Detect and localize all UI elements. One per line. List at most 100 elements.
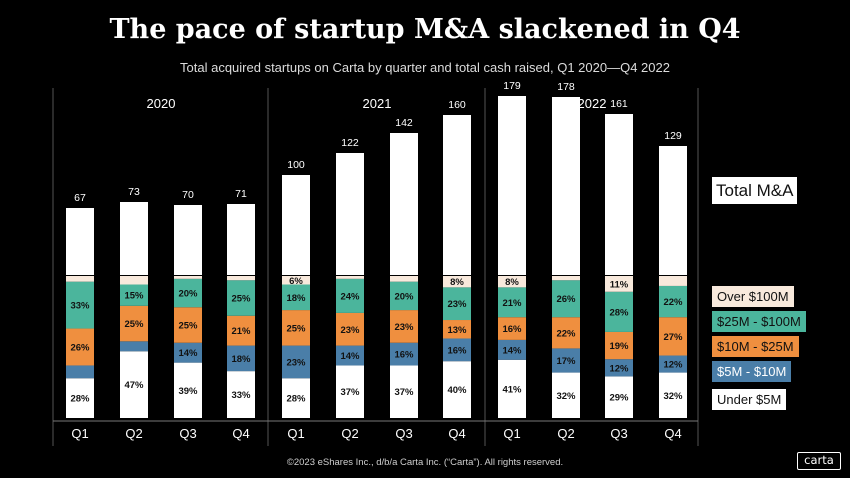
segment-percent-label: 14% [502,345,522,356]
total-value-label: 71 [235,188,247,200]
segment-percent-label: 16% [502,324,522,335]
total-bar [336,153,364,275]
segment-over-100m [227,276,255,281]
segment-percent-label: 27% [663,332,683,343]
total-value-label: 70 [182,189,194,201]
segment--10m-25m [174,307,202,343]
total-value-label: 178 [557,81,575,93]
segment--25m-100m [174,278,202,308]
segment-percent-label: 22% [556,328,576,339]
total-value-label: 142 [395,117,413,129]
segment-under-5m [390,365,418,418]
total-value-label: 100 [287,159,305,171]
category-label-q2: Q2 [557,426,574,441]
segment-under-5m [659,372,687,418]
segment--5m-10m [66,365,94,379]
segment-percent-label: 6% [289,276,303,287]
category-label-q1: Q1 [287,426,304,441]
segment-under-5m [443,361,471,418]
segment-percent-label: 26% [70,343,90,354]
segment-percent-label: 23% [394,322,414,333]
year-label-2022: 2022 [578,96,607,111]
segment--10m-25m [390,310,418,343]
segment-percent-label: 19% [609,341,629,352]
segment--10m-25m [120,305,148,342]
category-label-q2: Q2 [341,426,358,441]
segment--5m-10m [552,348,580,373]
segment-over-100m [336,276,364,279]
segment-percent-label: 25% [124,319,144,330]
segment--10m-25m [227,315,255,346]
segment-percent-label: 37% [340,387,360,398]
segment--10m-25m [66,328,94,366]
segment-over-100m [498,276,526,288]
segment-percent-label: 14% [178,348,198,359]
segment-under-5m [605,376,633,418]
legend-10m-25m: $10M - $25M [712,336,799,357]
segment--25m-100m [336,278,364,313]
segment--10m-25m [552,317,580,349]
segment-over-100m [174,276,202,279]
category-label-q4: Q4 [232,426,249,441]
segment-percent-label: 18% [231,354,251,365]
segment-percent-label: 18% [286,293,306,304]
segment--25m-100m [552,280,580,318]
segment-over-100m [605,276,633,292]
segment--5m-10m [498,339,526,360]
segment-percent-label: 25% [286,323,306,334]
segment-percent-label: 23% [286,357,306,368]
segment-over-100m [659,276,687,286]
segment--5m-10m [390,342,418,366]
legend-under-5m: Under $5M [712,389,787,410]
segment-percent-label: 32% [663,391,683,402]
legend-total-ma: Total M&A [712,177,798,204]
total-value-label: 73 [128,186,140,198]
segment--10m-25m [605,331,633,360]
legend-25m-100m: $25M - $100M [712,311,806,332]
segment-percent-label: 13% [447,325,467,336]
segment--25m-100m [120,284,148,306]
segment-under-5m [66,378,94,418]
category-label-q4: Q4 [664,426,681,441]
total-bar [120,202,148,275]
segment--25m-100m [498,287,526,318]
segment-percent-label: 12% [663,360,683,371]
segment-over-100m [282,276,310,285]
segment-under-5m [120,351,148,418]
chart-title: The pace of startup M&A slackened in Q4 [109,14,741,45]
segment-percent-label: 33% [70,301,90,312]
segment-percent-label: 16% [394,350,414,361]
segment--10m-25m [443,320,471,339]
segment-percent-label: 20% [394,291,414,302]
segment--10m-25m [498,317,526,340]
segment-under-5m [498,359,526,418]
segment-over-100m [443,276,471,288]
segment-percent-label: 26% [556,294,576,305]
segment--25m-100m [227,280,255,316]
segment-percent-label: 25% [178,320,198,331]
segment-percent-label: 41% [502,384,522,395]
total-value-label: 179 [503,80,521,92]
segment--5m-10m [120,341,148,352]
segment-percent-label: 23% [447,299,467,310]
total-value-label: 122 [341,137,359,149]
segment--5m-10m [227,345,255,372]
segment-percent-label: 14% [340,351,360,362]
segment--25m-100m [282,284,310,311]
segment-percent-label: 47% [124,380,144,391]
segment--25m-100m [390,281,418,311]
segment--5m-10m [605,359,633,377]
segment--5m-10m [443,338,471,362]
segment-under-5m [174,362,202,418]
total-bar [443,115,471,275]
copyright-footer: ©2023 eShares Inc., d/b/a Carta Inc. (“C… [286,457,564,468]
segment-percent-label: 15% [124,291,144,302]
segment-percent-label: 39% [178,386,198,397]
segment--25m-100m [659,285,687,318]
segment-over-100m [390,276,418,282]
segment--10m-25m [659,317,687,356]
segment-percent-label: 28% [286,394,306,405]
total-bar [498,96,526,275]
segment-percent-label: 8% [450,277,464,288]
